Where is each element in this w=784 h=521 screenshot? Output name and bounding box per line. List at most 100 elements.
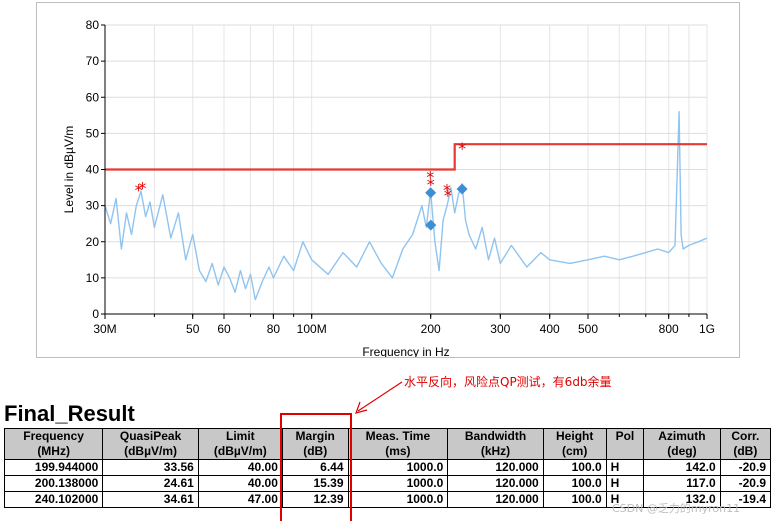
- chart-frame: * * * * * * * 0 10 20 30 40 50 60 70 80 30M 50 60 80 100M 20…: [36, 2, 740, 358]
- y-tick-label: 80: [86, 18, 100, 32]
- table-row: 200.138000 24.61 40.00 15.39 1000.0 120.000 10…: [3, 475, 772, 492]
- table-cell: 120.000: [447, 475, 544, 492]
- peak-marker: *: [427, 175, 435, 194]
- column-name: Pol: [615, 429, 635, 443]
- table-cell: 117.0: [643, 475, 721, 492]
- column-name: Limit: [226, 429, 255, 443]
- column-header: Limit (dBµV/m): [197, 428, 283, 460]
- axis-layer: [101, 24, 708, 319]
- y-tick-label: 60: [86, 90, 100, 104]
- table-cell: 100.0: [542, 475, 607, 492]
- annotation-arrow-icon: [355, 381, 403, 414]
- column-unit: (dB): [303, 444, 328, 458]
- y-tick-label: 40: [86, 163, 100, 177]
- peak-marker: *: [443, 180, 451, 199]
- column-unit: (ms): [385, 444, 411, 458]
- peak-marker: *: [135, 180, 143, 199]
- table-cell: -20.9: [719, 459, 772, 476]
- y-tick-label: 20: [86, 235, 100, 249]
- column-header: Margin (dB): [281, 428, 349, 460]
- x-tick-label: 60: [217, 322, 231, 336]
- column-header: Meas. Time (ms): [347, 428, 449, 460]
- spectrum-trace-layer: [104, 110, 708, 301]
- column-header: Height (cm): [542, 428, 607, 460]
- table-cell: 200.138000: [3, 475, 104, 492]
- table-cell: H: [605, 459, 645, 476]
- table-row: 240.102000 34.61 47.00 12.39 1000.0 120.000 10…: [3, 491, 772, 508]
- peak-marker: *: [138, 179, 146, 198]
- table-cell: 33.56: [102, 459, 199, 476]
- x-tick-label: 300: [490, 322, 510, 336]
- limit-line-layer: [105, 143, 707, 171]
- table-cell: 47.00: [197, 491, 283, 508]
- x-tick-label: 500: [578, 322, 598, 336]
- column-name: Meas. Time: [365, 429, 431, 443]
- column-header: Frequency (MHz): [3, 428, 104, 460]
- column-name: QuasiPeak: [119, 429, 182, 443]
- table-cell: 1000.0: [347, 491, 449, 508]
- table-cell: 34.61: [102, 491, 199, 508]
- table-cell: 120.000: [447, 491, 544, 508]
- result-title: Final_Result: [4, 401, 135, 426]
- table-cell: 142.0: [643, 459, 721, 476]
- column-name: Bandwidth: [464, 429, 527, 443]
- column-header: QuasiPeak (dBµV/m): [102, 428, 199, 460]
- peak-marker: *: [444, 186, 452, 205]
- peak-marker: *: [458, 139, 466, 158]
- x-tick-label: 100M: [297, 322, 327, 336]
- column-unit: (kHz): [480, 444, 511, 458]
- qp-marker: [456, 183, 468, 195]
- x-tick-label: 400: [540, 322, 560, 336]
- x-tick-label: 50: [186, 322, 200, 336]
- limit-line: [105, 143, 707, 171]
- table-cell: 15.39: [281, 475, 349, 492]
- tick-labels: 0 10 20 30 40 50 60 70 80 30M 50 60 80 100M 200 300 400 5…: [86, 18, 715, 336]
- column-unit: (dBµV/m): [213, 444, 267, 458]
- final-result-table: Frequency (MHz) QuasiPeak (dBµV/m) Limit (dBµ…: [3, 428, 772, 508]
- x-tick-label: 200: [421, 322, 441, 336]
- table-cell: 100.0: [542, 459, 607, 476]
- column-unit: (deg): [667, 444, 697, 458]
- y-tick-label: 70: [86, 54, 100, 68]
- table-cell: 6.44: [281, 459, 349, 476]
- column-name: Corr.: [731, 429, 760, 443]
- column-unit: (dB): [733, 444, 758, 458]
- column-name: Azimuth: [658, 429, 706, 443]
- y-axis-title: Level in dBµV/m: [62, 126, 76, 214]
- column-unit: (cm): [562, 444, 588, 458]
- y-tick-label: 0: [92, 307, 99, 321]
- column-name: Frequency: [23, 429, 84, 443]
- x-tick-label: 1G: [699, 322, 715, 336]
- table-cell: 12.39: [281, 491, 349, 508]
- y-tick-label: 50: [86, 126, 100, 140]
- table-cell: 240.102000: [3, 491, 104, 508]
- column-name: Margin: [295, 429, 335, 443]
- column-header: Pol: [605, 428, 645, 460]
- emission-chart: **** *** 0 10 20 30 40 50 60 70 80 30M 50 60 80 100M 20…: [62, 18, 715, 357]
- table-cell: 1000.0: [347, 459, 449, 476]
- table-cell: 1000.0: [347, 475, 449, 492]
- table-body: 199.944000 33.56 40.00 6.44 1000.0 120.000 100…: [3, 459, 772, 508]
- x-tick-label: 80: [267, 322, 281, 336]
- column-unit: (MHz): [37, 444, 70, 458]
- table-cell: 100.0: [542, 491, 607, 508]
- column-unit: [611, 444, 640, 459]
- spectrum-trace: [104, 110, 708, 301]
- table-row: 199.944000 33.56 40.00 6.44 1000.0 120.000 100…: [3, 459, 772, 476]
- x-axis-title: Frequency in Hz: [362, 345, 449, 357]
- y-tick-label: 30: [86, 199, 100, 213]
- column-header: Bandwidth (kHz): [447, 428, 544, 460]
- column-name: Height: [556, 429, 594, 443]
- table-cell: 120.000: [447, 459, 544, 476]
- peak-marker: *: [426, 168, 434, 187]
- qp-marker: [425, 187, 437, 199]
- table-cell: 24.61: [102, 475, 199, 492]
- marker-layer: **** ***: [135, 139, 468, 231]
- table-cell: 40.00: [197, 459, 283, 476]
- column-header: Azimuth (deg): [643, 428, 721, 460]
- y-tick-label: 10: [86, 271, 100, 285]
- table-cell: -19.4: [719, 491, 772, 508]
- x-tick-label: 30M: [93, 322, 116, 336]
- column-header: Corr. (dB): [719, 428, 772, 460]
- table-cell: 40.00: [197, 475, 283, 492]
